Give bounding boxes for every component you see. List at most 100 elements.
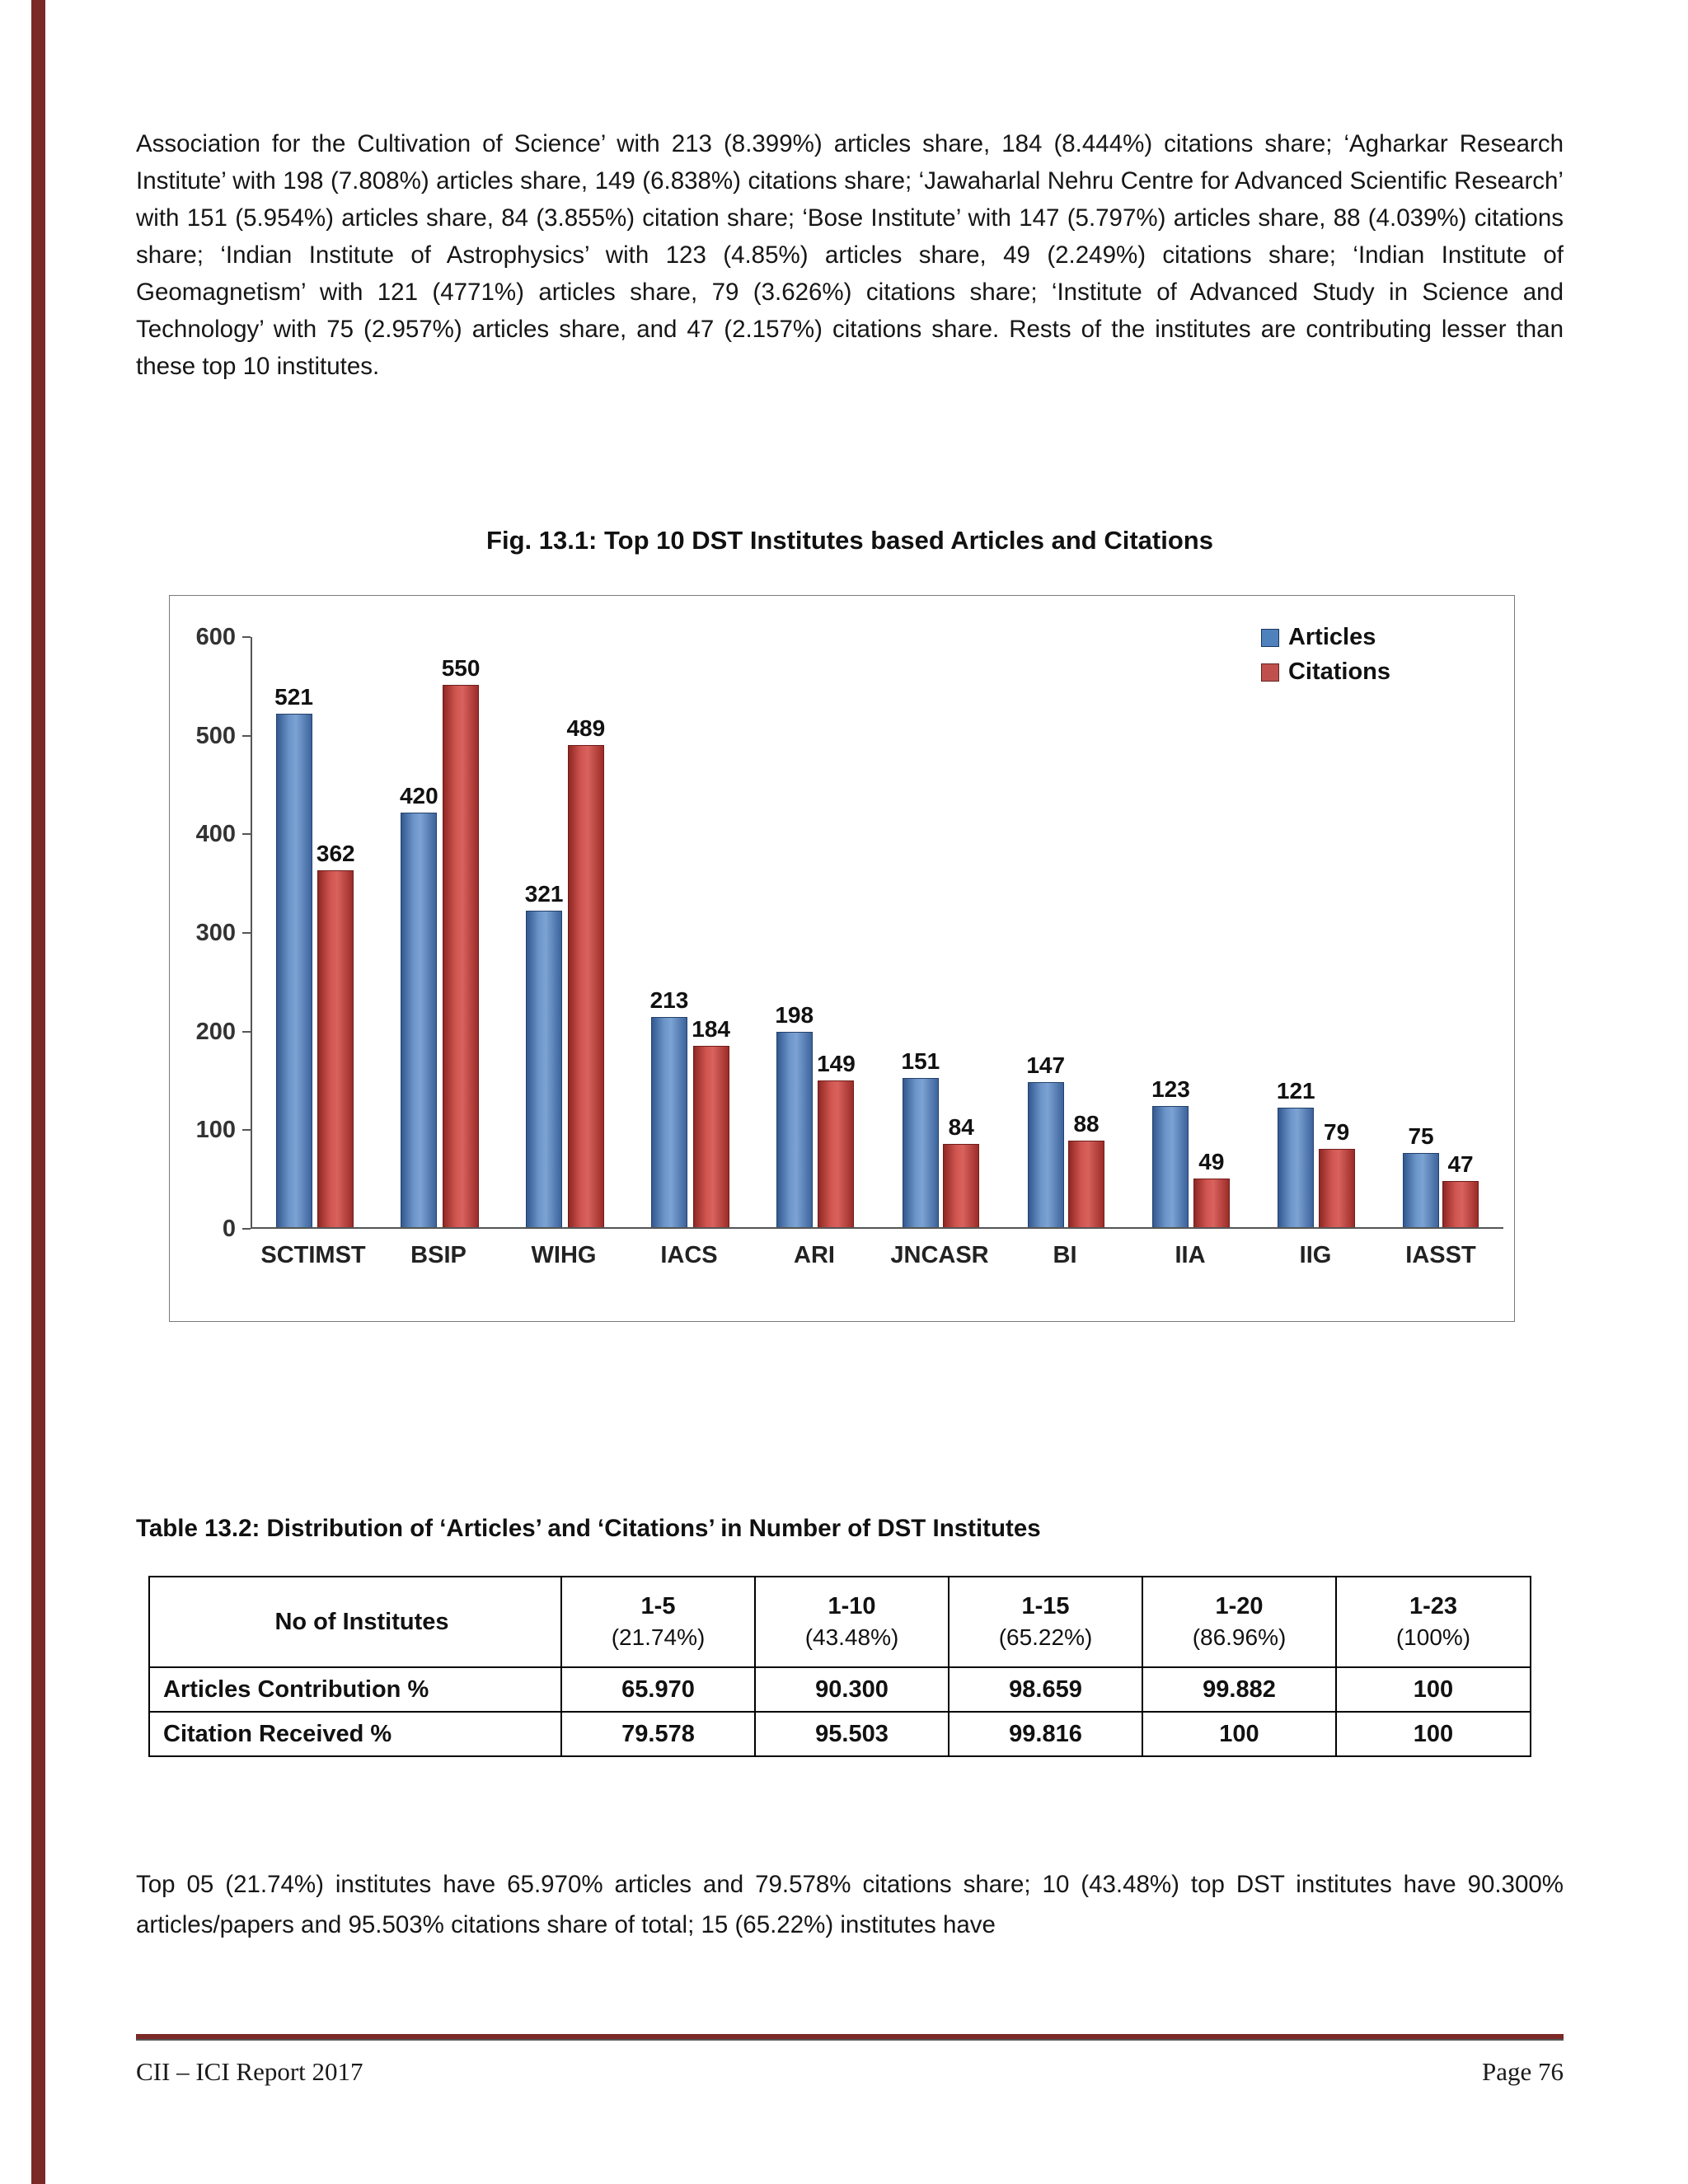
articles-swatch-icon: [1260, 628, 1279, 647]
bar-value-label: 75: [1408, 1123, 1434, 1149]
bar-group-iia: 123 49: [1128, 1076, 1254, 1227]
citations-bar-wrap: 47: [1442, 1151, 1479, 1227]
page-footer: CII – ICI Report 2017 Page 76: [136, 2057, 1564, 2087]
articles-bar: [1278, 1108, 1315, 1227]
legend-label-citations: Citations: [1287, 658, 1390, 685]
citations-bar: [317, 870, 354, 1227]
y-tick-mark: [242, 932, 251, 934]
bar-group-iasst: 75 47: [1378, 1123, 1503, 1227]
bar-value-label: 47: [1447, 1151, 1474, 1177]
citations-bar-wrap: 362: [316, 841, 355, 1227]
footer-report-title: CII – ICI Report 2017: [136, 2057, 363, 2086]
bar-value-label: 521: [274, 684, 313, 710]
chart-legend: Articles Citations: [1260, 624, 1390, 686]
footer-rule: [136, 2034, 1564, 2041]
bar-groups: 521 362 420 550 321 489 213 184 198 149 151 84 147 88…: [252, 637, 1503, 1227]
column-range: 1-10: [828, 1593, 876, 1619]
distribution-table: No of Institutes 1-5 (21.74%) 1-10 (43.4…: [148, 1576, 1531, 1757]
bar-value-label: 123: [1151, 1076, 1190, 1102]
bar-value-label: 121: [1276, 1078, 1315, 1104]
table-cell: 90.300: [754, 1666, 950, 1713]
citations-bar: [1193, 1179, 1230, 1227]
articles-bar: [275, 714, 312, 1227]
articles-bar: [1027, 1082, 1064, 1227]
bar-value-label: 213: [649, 987, 689, 1013]
row-header-cell: No of Institutes: [148, 1576, 562, 1668]
y-tick-mark: [242, 1228, 251, 1230]
row-label: Citation Received %: [148, 1711, 562, 1757]
table-row: Citation Received % 79.578 95.503 99.816…: [148, 1711, 1531, 1757]
articles-bar-wrap: 198: [775, 1002, 814, 1227]
x-tick-label: IACS: [660, 1242, 718, 1268]
column-pct: (86.96%): [1192, 1624, 1287, 1650]
column-range: 1-20: [1215, 1593, 1264, 1619]
bar-group-wihg: 321 489: [503, 715, 628, 1227]
table-row: Articles Contribution % 65.970 90.300 98…: [148, 1666, 1531, 1713]
citations-bar-wrap: 149: [817, 1051, 856, 1227]
table-cell: 100: [1142, 1711, 1337, 1757]
articles-bar: [1152, 1106, 1189, 1227]
x-tick-label: JNCASR: [890, 1242, 989, 1268]
citations-bar-wrap: 88: [1068, 1111, 1105, 1227]
column-pct: (21.74%): [611, 1624, 706, 1650]
column-pct: (65.22%): [998, 1624, 1093, 1650]
header-cell: 1-10 (43.48%): [754, 1576, 950, 1668]
y-tick-mark: [242, 833, 251, 836]
articles-bar: [1403, 1153, 1440, 1227]
legend-item-articles: Articles: [1260, 624, 1390, 651]
articles-bar-wrap: 420: [400, 783, 438, 1227]
y-tick-mark: [242, 1030, 251, 1033]
citations-bar: [567, 745, 604, 1227]
articles-bar-wrap: 121: [1277, 1078, 1315, 1227]
table-cell: 65.970: [560, 1666, 756, 1713]
articles-bar: [902, 1078, 939, 1227]
column-pct: (100%): [1395, 1624, 1471, 1650]
table-cell: 79.578: [560, 1711, 756, 1757]
table-cell: 100: [1335, 1666, 1531, 1713]
x-tick-label: ARI: [794, 1242, 835, 1268]
bar-value-label: 362: [316, 841, 355, 866]
bar-value-label: 198: [775, 1002, 814, 1028]
articles-bar-wrap: 213: [649, 987, 689, 1227]
column-range: 1-15: [1021, 1593, 1070, 1619]
y-tick-mark: [242, 1129, 251, 1132]
bar-value-label: 79: [1324, 1119, 1350, 1145]
legend-item-citations: Citations: [1260, 658, 1390, 686]
header-cell: 1-5 (21.74%): [560, 1576, 756, 1668]
articles-bar: [401, 813, 438, 1227]
y-tick-label: 400: [195, 821, 236, 848]
citations-swatch-icon: [1260, 663, 1279, 682]
bar-value-label: 184: [692, 1016, 730, 1042]
citations-bar: [943, 1144, 980, 1227]
y-tick-label: 500: [195, 722, 236, 749]
articles-bar-wrap: 147: [1026, 1052, 1065, 1227]
header-cell: 1-20 (86.96%): [1142, 1576, 1337, 1668]
citations-bar: [818, 1080, 855, 1227]
y-tick-label: 300: [195, 920, 236, 946]
x-tick-label: WIHG: [531, 1242, 597, 1268]
citations-bar: [692, 1046, 729, 1227]
citations-bar: [1442, 1181, 1479, 1227]
bar-value-label: 489: [566, 715, 606, 741]
y-tick-label: 100: [195, 1117, 236, 1144]
y-tick-label: 200: [195, 1018, 236, 1045]
articles-bar-wrap: 123: [1151, 1076, 1190, 1227]
bar-value-label: 321: [524, 881, 564, 907]
bar-group-bi: 147 88: [1003, 1052, 1128, 1227]
column-pct: (43.48%): [804, 1624, 899, 1650]
bar-value-label: 151: [901, 1048, 940, 1074]
table-cell: 95.503: [754, 1711, 950, 1757]
bar-value-label: 88: [1073, 1111, 1100, 1137]
column-range: 1-5: [640, 1593, 676, 1619]
x-tick-label: SCTIMST: [260, 1242, 366, 1268]
header-cell: 1-15 (65.22%): [948, 1576, 1143, 1668]
legend-label-articles: Articles: [1287, 624, 1376, 650]
bar-value-label: 84: [948, 1114, 974, 1140]
citations-bar: [1068, 1141, 1105, 1227]
citations-bar-wrap: 79: [1318, 1119, 1355, 1227]
bar-group-ari: 198 149: [753, 1002, 878, 1227]
body-paragraph-bottom: Top 05 (21.74%) institutes have 65.970% …: [136, 1871, 1564, 1938]
bar-group-iig: 121 79: [1253, 1078, 1378, 1227]
row-label: Articles Contribution %: [148, 1666, 562, 1713]
